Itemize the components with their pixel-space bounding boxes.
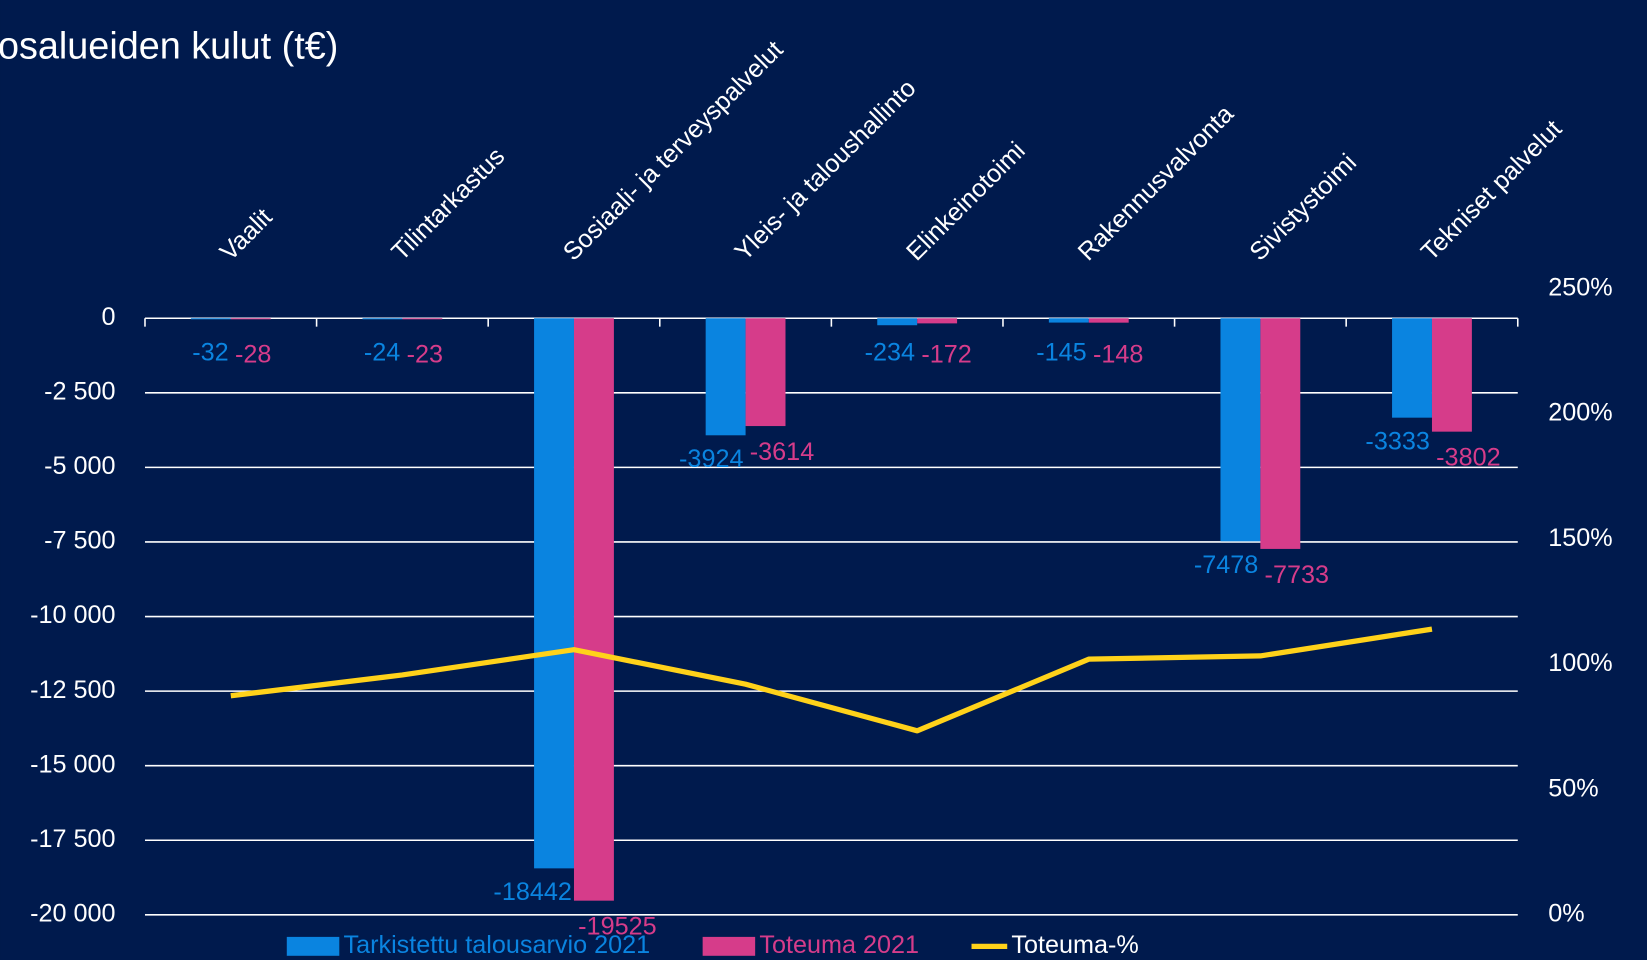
bar bbox=[917, 318, 958, 324]
bar bbox=[1048, 318, 1089, 323]
bar bbox=[705, 318, 746, 436]
data-label: -18442 bbox=[493, 878, 571, 906]
chart-title: osalueiden kulut (t€) bbox=[0, 25, 338, 67]
y-tick-label: -12 500 bbox=[30, 676, 115, 704]
data-label: -3614 bbox=[750, 438, 814, 466]
data-label: -19525 bbox=[578, 913, 656, 941]
legend-label: Toteuma-% bbox=[1011, 931, 1138, 959]
y-tick-label: -5 000 bbox=[44, 452, 115, 480]
bar bbox=[1220, 318, 1261, 542]
legend-swatch bbox=[286, 936, 340, 956]
y-tick-label: -20 000 bbox=[30, 899, 115, 927]
data-label: -3802 bbox=[1436, 444, 1500, 472]
y2-tick-label: 100% bbox=[1548, 649, 1612, 677]
data-label: -7733 bbox=[1265, 561, 1329, 589]
bar bbox=[190, 318, 231, 320]
bar bbox=[402, 318, 443, 320]
legend-swatch bbox=[702, 936, 756, 956]
data-label: -172 bbox=[921, 341, 971, 369]
y2-tick-label: 200% bbox=[1548, 399, 1612, 427]
data-label: -7478 bbox=[1194, 551, 1258, 579]
bar bbox=[1088, 318, 1129, 323]
y2-tick-label: 250% bbox=[1548, 273, 1612, 301]
y-tick-label: -7 500 bbox=[44, 527, 115, 555]
data-label: -3924 bbox=[679, 445, 743, 473]
y-tick-label: 0 bbox=[102, 303, 116, 331]
data-label: -28 bbox=[235, 341, 271, 369]
bar bbox=[573, 318, 614, 901]
y-tick-label: -10 000 bbox=[30, 601, 115, 629]
legend-label: Toteuma 2021 bbox=[759, 931, 919, 959]
data-label: -234 bbox=[865, 339, 915, 367]
bar bbox=[745, 318, 786, 427]
y-tick-label: -2 500 bbox=[44, 377, 115, 405]
bar bbox=[1392, 318, 1432, 418]
data-label: -24 bbox=[364, 339, 400, 367]
data-label: -23 bbox=[407, 341, 443, 369]
data-label: -3333 bbox=[1365, 428, 1429, 456]
bar bbox=[877, 318, 918, 326]
y-tick-label: -17 500 bbox=[30, 825, 115, 853]
y2-tick-label: 150% bbox=[1548, 524, 1612, 552]
y-tick-label: -15 000 bbox=[30, 750, 115, 778]
bar bbox=[1260, 318, 1301, 549]
line-series bbox=[230, 626, 1433, 734]
y2-tick-label: 0% bbox=[1548, 899, 1584, 927]
bar bbox=[230, 318, 271, 320]
bar bbox=[1431, 318, 1472, 432]
bar bbox=[362, 318, 403, 320]
data-label: -145 bbox=[1036, 339, 1086, 367]
data-label: -32 bbox=[192, 339, 228, 367]
data-label: -148 bbox=[1093, 341, 1143, 369]
y2-tick-label: 50% bbox=[1548, 774, 1598, 802]
bar bbox=[534, 318, 574, 869]
legend-label: Tarkistettu talousarvio 2021 bbox=[344, 931, 651, 959]
